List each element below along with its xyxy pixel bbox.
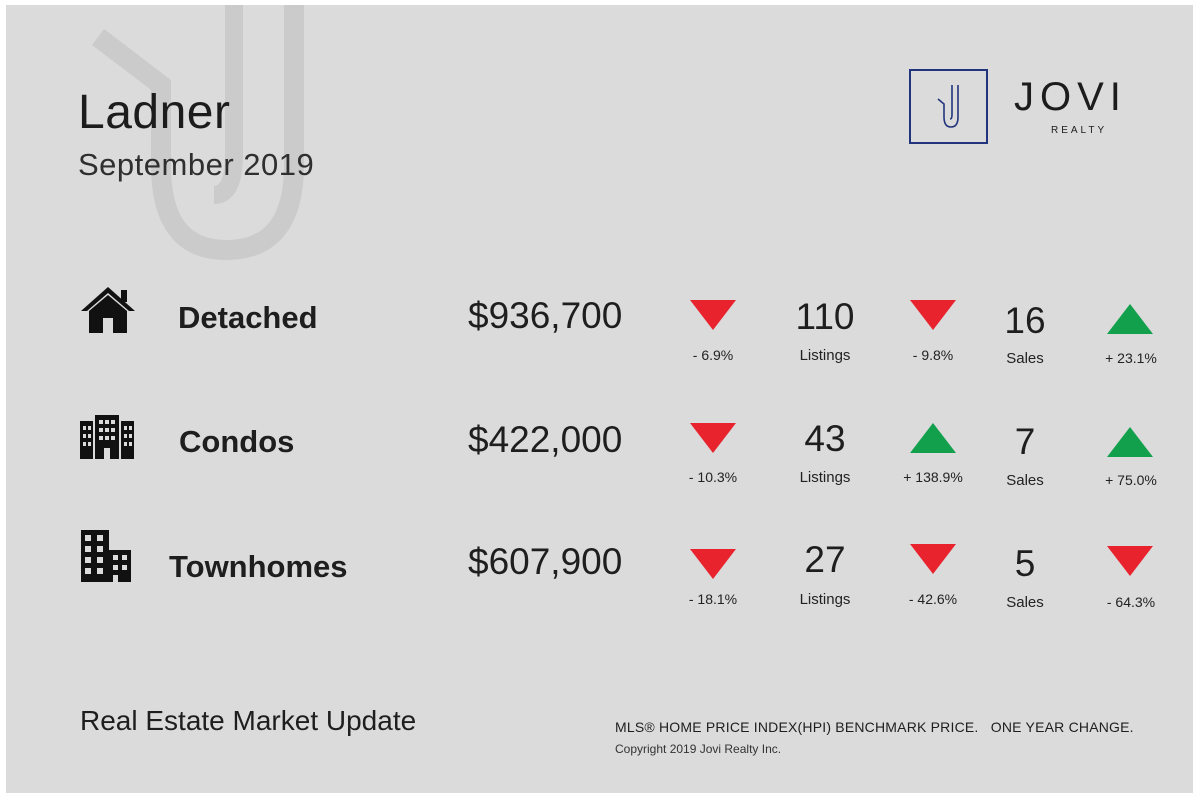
down-arrow-icon <box>690 549 736 579</box>
sales-change: - 64.3% <box>1106 594 1156 610</box>
sales-change: + 23.1% <box>1105 350 1157 366</box>
listings-change: - 42.6% <box>908 591 958 607</box>
listings-label: Listings <box>799 347 851 364</box>
j-monogram-icon <box>937 85 959 128</box>
price-change: - 18.1% <box>688 591 738 607</box>
page-subtitle: September 2019 <box>78 147 315 182</box>
sales-count: 16 <box>1004 300 1046 341</box>
benchmark-price: $607,900 <box>468 541 623 582</box>
apartment-building-icon <box>80 415 134 459</box>
market-update-card: Ladner September 2019 JOVI REALTY Detach… <box>6 5 1193 793</box>
listings-count: 27 <box>804 539 846 580</box>
property-type-label: Townhomes <box>169 549 348 584</box>
listings-change: - 9.8% <box>912 347 954 363</box>
price-change: - 10.3% <box>688 469 738 485</box>
footer-title: Real Estate Market Update <box>80 705 417 736</box>
logo-mark <box>909 69 988 144</box>
listings-label: Listings <box>799 469 851 486</box>
footer-index-note: MLS® HOME PRICE INDEX(HPI) BENCHMARK PRI… <box>615 719 1134 735</box>
price-change: - 6.9% <box>692 347 734 363</box>
house-icon <box>81 287 135 333</box>
down-arrow-icon <box>910 300 956 330</box>
footer-copyright: Copyright 2019 Jovi Realty Inc. <box>615 742 782 756</box>
sales-label: Sales <box>1006 472 1044 489</box>
up-arrow-icon <box>1107 304 1153 334</box>
page-title: Ladner <box>78 86 231 139</box>
down-arrow-icon <box>910 544 956 574</box>
down-arrow-icon <box>690 300 736 330</box>
benchmark-price: $422,000 <box>468 419 623 460</box>
watermark-j-logo <box>91 5 304 261</box>
listings-label: Listings <box>799 591 851 608</box>
market-row-detached: Detached $936,700 - 6.9% 110 Listings - … <box>6 280 1193 390</box>
benchmark-price: $936,700 <box>468 295 623 336</box>
sales-change: + 75.0% <box>1105 472 1157 488</box>
up-arrow-icon <box>1107 427 1153 457</box>
property-type-label: Detached <box>178 300 318 335</box>
listings-change: + 138.9% <box>903 469 963 485</box>
down-arrow-icon <box>690 423 736 453</box>
listings-count: 43 <box>804 418 846 459</box>
listings-count: 110 <box>795 296 855 337</box>
logo-tagline: REALTY <box>1051 125 1108 136</box>
sales-label: Sales <box>1006 350 1044 367</box>
sales-label: Sales <box>1006 594 1044 611</box>
logo-wordmark: JOVI <box>1014 75 1127 119</box>
market-row-condos: Condos $422,000 - 10.3% 43 Listings + 13… <box>6 403 1193 513</box>
down-arrow-icon <box>1107 546 1153 576</box>
sales-count: 5 <box>1014 543 1036 584</box>
property-type-label: Condos <box>179 424 295 459</box>
up-arrow-icon <box>910 423 956 453</box>
townhouse-building-icon <box>81 530 131 582</box>
sales-count: 7 <box>1014 421 1036 462</box>
market-row-townhomes: Townhomes $607,900 - 18.1% 27 Listings -… <box>6 525 1193 635</box>
